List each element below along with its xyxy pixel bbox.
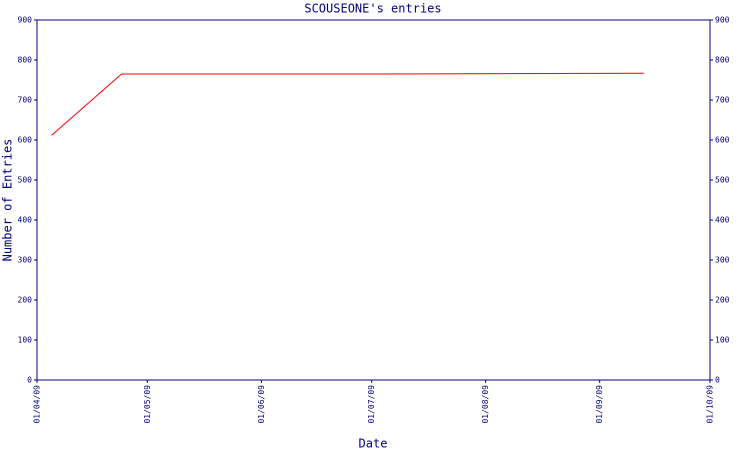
y-tick-label: 400	[18, 216, 33, 225]
y2-tick-label: 400	[715, 216, 730, 225]
y-tick-label: 900	[18, 16, 33, 25]
data-line	[51, 72, 644, 136]
x-tick-label: 01/10/09	[706, 385, 715, 424]
y2-tick-label: 100	[715, 336, 730, 345]
x-tick-label: 01/04/09	[33, 385, 42, 424]
y-tick-label: 700	[18, 96, 33, 105]
y-tick-label: 800	[18, 56, 33, 65]
plot-frame	[36, 19, 711, 381]
y-tick-label: 600	[18, 136, 33, 145]
x-tick-label: 01/06/09	[257, 385, 266, 424]
y-tick-label: 300	[18, 256, 33, 265]
x-tick-label: 01/09/09	[595, 385, 604, 424]
x-axis-label: Date	[359, 437, 388, 450]
y2-tick-label: 200	[715, 296, 730, 305]
x-tick-label: 01/08/09	[481, 385, 490, 424]
y2-tick-label: 500	[715, 176, 730, 185]
y-tick-label: 0	[27, 376, 32, 385]
x-tick-label: 01/07/09	[367, 385, 376, 424]
y2-tick-label: 900	[715, 16, 730, 25]
y-axis-label: Number of Entries	[1, 139, 15, 262]
y2-tick-label: 600	[715, 136, 730, 145]
y2-tick-label: 700	[715, 96, 730, 105]
y-tick-label: 100	[18, 336, 33, 345]
y2-tick-label: 0	[715, 376, 720, 385]
chart-title: SCOUSEONE's entries	[304, 2, 441, 16]
y-tick-label: 500	[18, 176, 33, 185]
y2-tick-label: 300	[715, 256, 730, 265]
y-tick-label: 200	[18, 296, 33, 305]
x-tick-label: 01/05/09	[143, 385, 152, 424]
y2-tick-label: 800	[715, 56, 730, 65]
